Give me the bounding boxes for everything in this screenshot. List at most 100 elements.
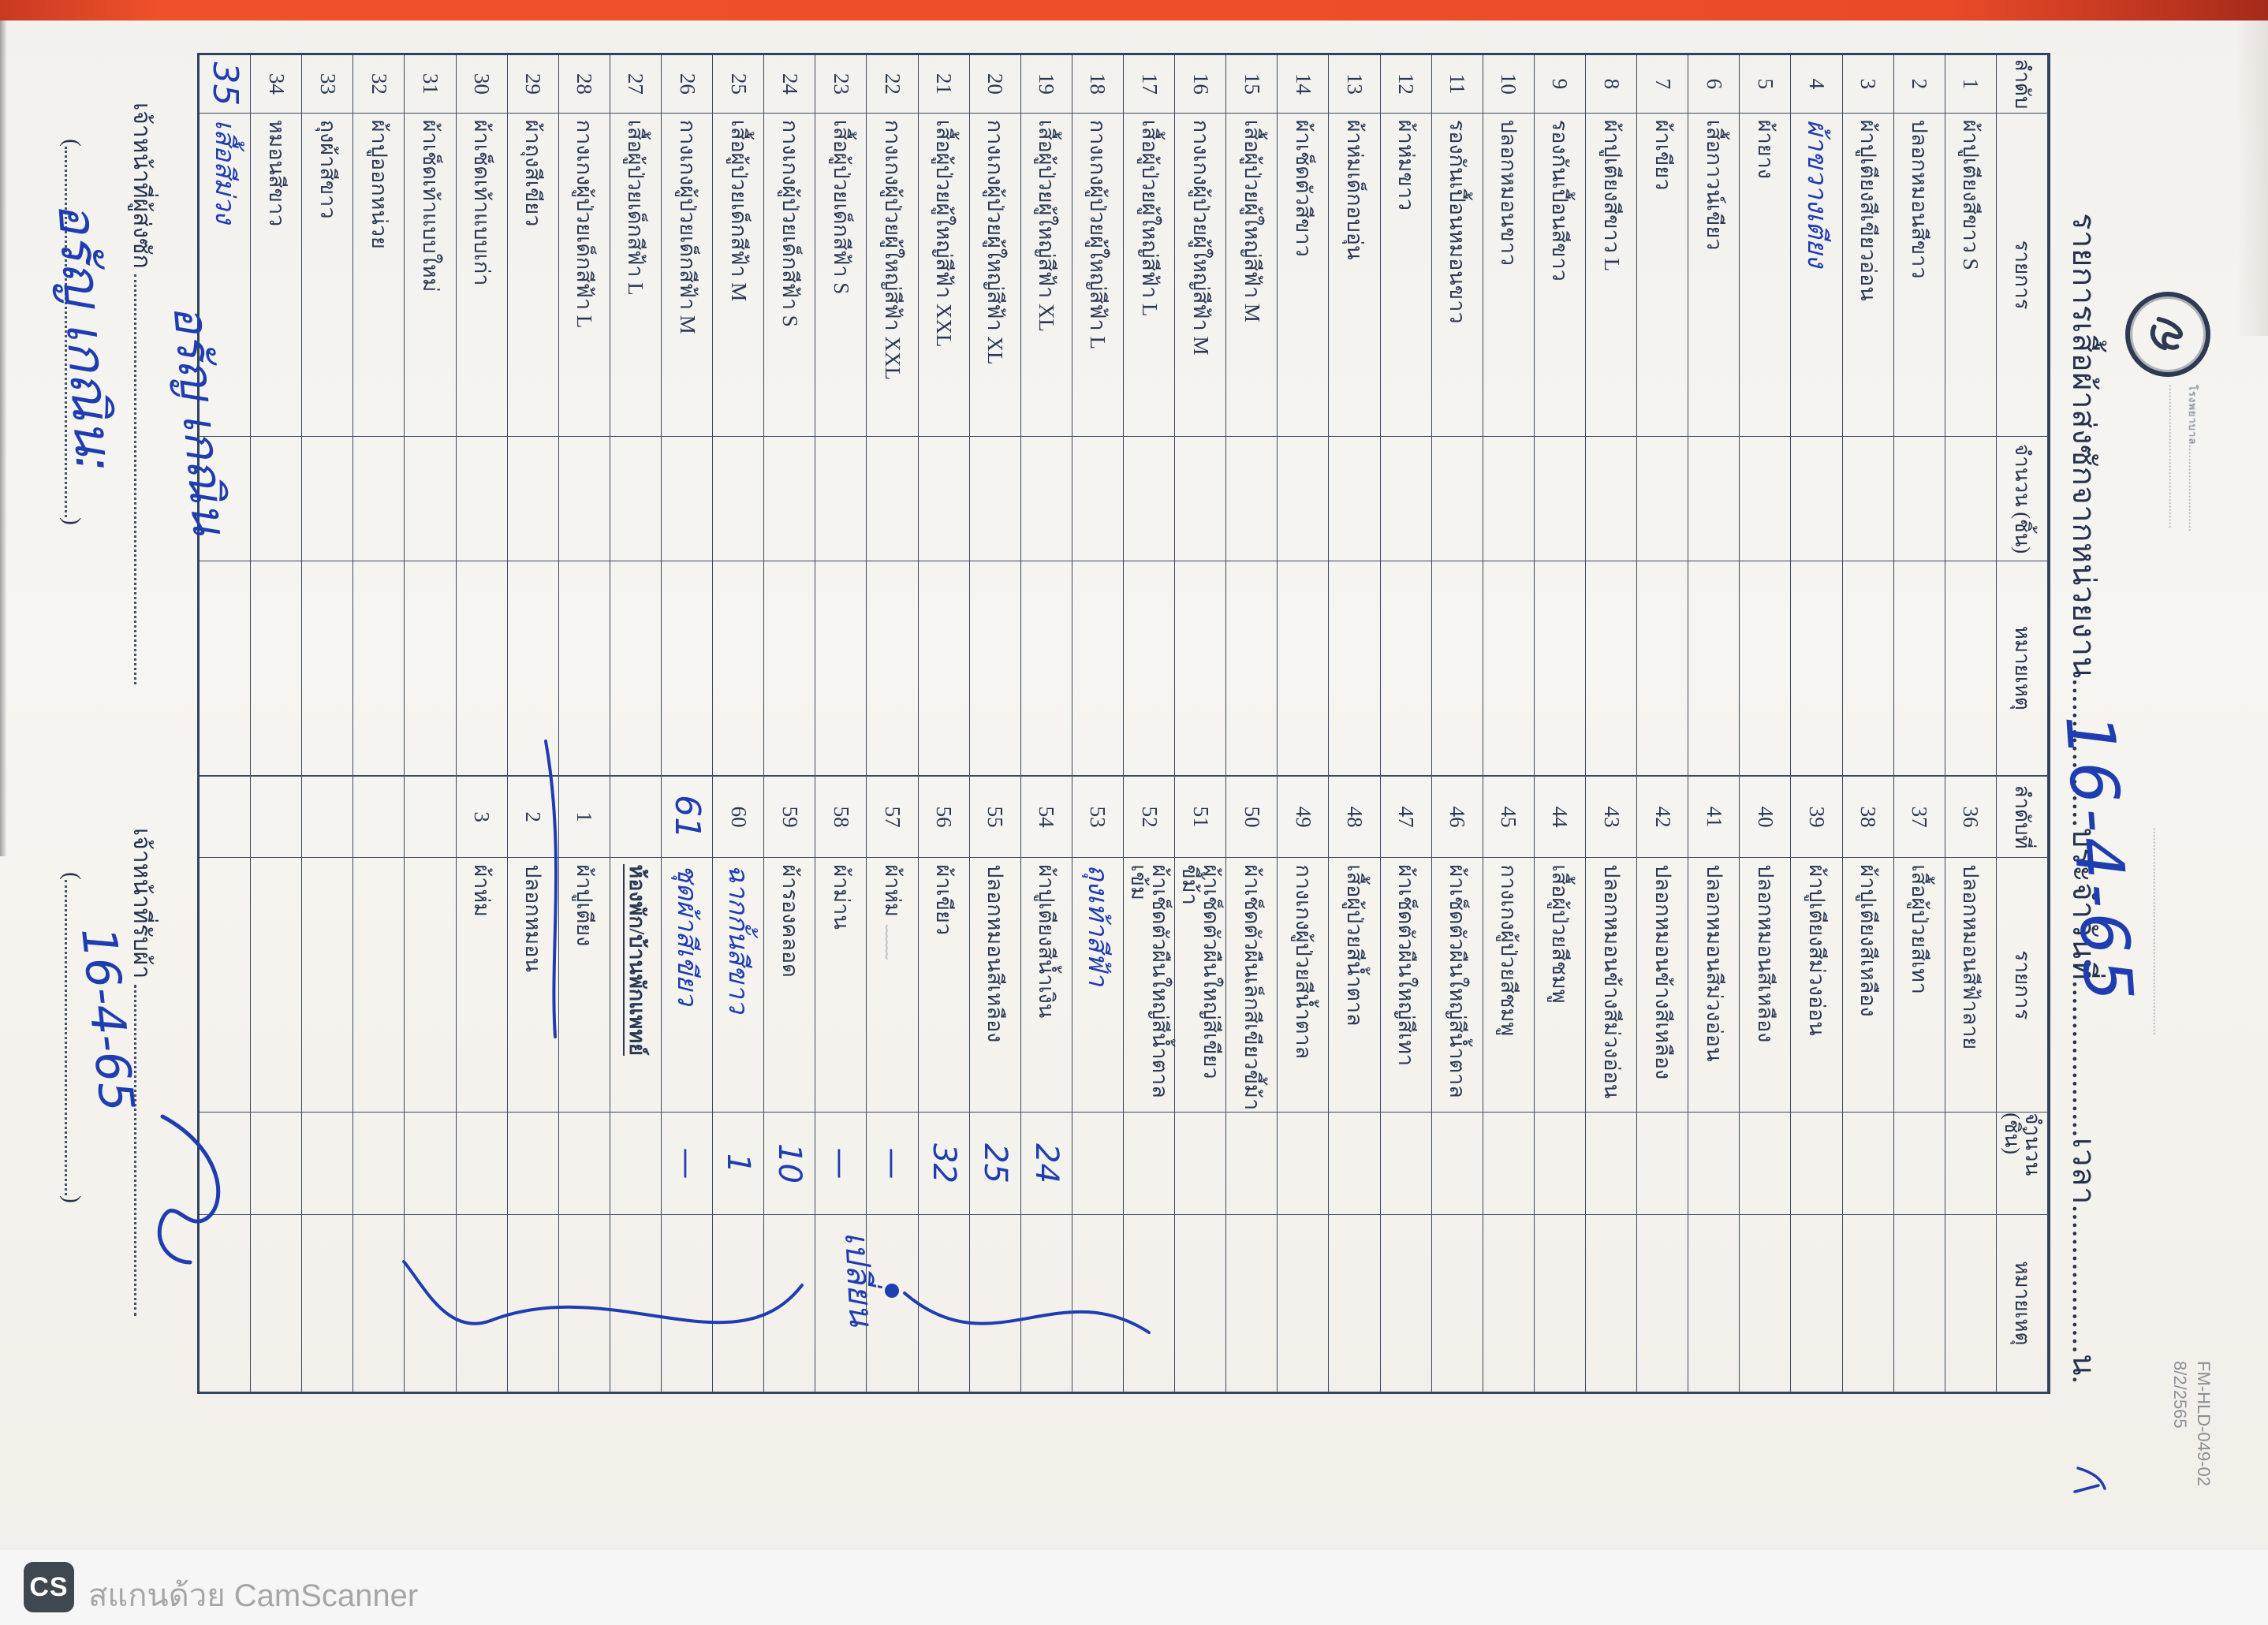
row-number-cell: 4 (1805, 78, 1830, 90)
item-2-cell: ผ้าเขียว (918, 857, 969, 1113)
table-row: 22 กางเกงผู้ป่วยผู้ใหญ่สีฟ้า XXL 57 ผ้าห่ม ﹏… (867, 55, 919, 1392)
note-cell (507, 560, 558, 775)
item-cell: รองกันเปื้อนหมอนขาว (1431, 112, 1483, 437)
note-2-cell (1278, 1213, 1329, 1392)
item-2-cell: ปลอกหมอนสีม่วงอ่อน (1688, 857, 1740, 1113)
row-number-2-cell: 46 (1431, 774, 1483, 858)
note-2-cell (764, 1213, 815, 1392)
item-cell: กางเกงผู้ป่วยผู้ใหญ่สีฟ้า L (1072, 112, 1124, 437)
note-2-cell (662, 1213, 713, 1392)
qty-cell (1175, 436, 1226, 561)
row-number-cell: 21 (932, 73, 957, 95)
note-2-cell (1020, 1213, 1072, 1392)
row-number-cell: 30 (470, 73, 494, 95)
sender-label: เจ้าหน้าที่ผู้ส่งซัก (129, 102, 155, 269)
sender-name-handwriting: อรัญ เกณิน: (46, 199, 125, 475)
table-row: 1 ผ้าปูเตียงสีขาว S 36 ปลอกหมอนสีฟ้าลาย (1945, 55, 1997, 1392)
qty-2-cell (558, 1112, 610, 1214)
note-2-cell (1124, 1213, 1175, 1392)
row-number-2-cell: 61 (662, 774, 713, 858)
row-number-cell: 14 (1291, 73, 1315, 95)
row-number-2-cell: 47 (1380, 774, 1431, 858)
column-header: รายการ (1996, 857, 2047, 1113)
item-cell: ผ้าถุงสีเขียว (507, 112, 558, 437)
row-number-2-cell: 37 (1893, 774, 1945, 858)
item-2-cell: ปลอกหมอนข้างสีเหลือง (1637, 857, 1688, 1113)
note-2-cell (1431, 1213, 1483, 1392)
note-cell (1175, 560, 1226, 775)
column-header: ลำดับที่ (1996, 774, 2047, 858)
item-2-cell: กางเกงผู้ป่วยสีชมพู (1483, 857, 1534, 1113)
note-cell (1329, 560, 1380, 775)
row-number-2-cell: 43 (1586, 774, 1637, 858)
item-2-cell: ปลอกหมอนสีเหลือง (969, 857, 1020, 1113)
note-cell (1945, 560, 1996, 775)
table-row: 3 ผ้าปูเตียงสีเขียวอ่อน 38 ผ้าปูเตียงสีเหลื… (1842, 55, 1894, 1392)
note-cell (1431, 560, 1483, 775)
item-cell: ผ้าปูเตียงสีขาว L (1586, 112, 1637, 437)
row-number-cell: 6 (1702, 78, 1726, 90)
qty-cell (1072, 436, 1124, 561)
qty-2-cell (1740, 1112, 1791, 1214)
row-number-2-cell: 45 (1483, 774, 1534, 858)
row-number-cell: 7 (1651, 78, 1675, 90)
table-row: 14 ผ้าเช็ดตัวสีขาว 49 กางเกงผู้ป่วยสีน้ำตาล (1278, 55, 1330, 1392)
item-2-cell: กางเกงผู้ป่วยสีน้ำตาล (1278, 857, 1329, 1113)
note-2-cell (969, 1213, 1020, 1392)
qty-cell (1791, 436, 1842, 561)
table-row: 13 ผ้าห่มเด็กอบอุ่น 48 เสื้อผู้ป่วยสีน้ำตาล (1329, 55, 1381, 1392)
note-cell (918, 560, 969, 775)
qty-cell (1586, 436, 1637, 561)
table-row: 28 กางเกงผู้ป่วยเด็กสีฟ้า L 1 ผ้าปูเตียง (558, 55, 610, 1392)
scan-corner-shade (2236, 20, 2268, 336)
scanned-document: โรงพยาบาล.......................... ....… (0, 20, 2256, 1566)
item-2-cell: ผ้าปูเตียงสีเหลือง (1842, 857, 1893, 1113)
form-code-date: 8/2/2565 (2170, 1361, 2190, 1429)
qty-cell (1020, 436, 1072, 561)
note-cell (1226, 560, 1278, 775)
hospital-name-line: โรงพยาบาล.......................... (2187, 385, 2199, 532)
note-2-cell (1483, 1213, 1534, 1392)
item-2-cell: ผ้าปูเตียงสีม่วงอ่อน (1791, 857, 1842, 1113)
note-cell (867, 560, 918, 775)
qty-2-cell (353, 1112, 405, 1214)
row-number-2-cell: 57 (867, 774, 918, 858)
note-2-cell (1380, 1213, 1431, 1392)
item-2-cell: ผ้าเช็ดตัวผืนใหญ่สีเทา (1380, 857, 1431, 1113)
item-2-cell: ผ้าเช็ดตัวผืนใหญ่สีน้ำตาลเข้ม (1124, 857, 1175, 1113)
row-number-2-cell: 58 (815, 774, 867, 858)
row-number-2-cell: 55 (969, 774, 1020, 858)
qty-2-cell: 1 (713, 1112, 764, 1214)
item-cell: ผ้าเช็ดเท้าแบบเก่า (456, 112, 507, 437)
qty-cell (353, 436, 405, 561)
qty-2-cell: 10 (764, 1112, 815, 1214)
row-number-2-cell: 42 (1637, 774, 1688, 858)
note-cell (1020, 560, 1072, 775)
table-row: 9 รองกันเปื้อนสีขาว 44 เสื้อผู้ป่วยสีชมพู (1534, 55, 1587, 1392)
table-row: 19 เสื้อผู้ป่วยผู้ใหญ่สีฟ้า XL 54 ผ้าปูเตีย… (1020, 55, 1072, 1392)
row-number-cell: 11 (1445, 73, 1470, 95)
note-2-cell (1329, 1213, 1380, 1392)
item-2-cell: ผ้าเช็ดตัวผืนใหญ่สีเขียวขี้ม้า (1175, 857, 1226, 1113)
note-cell (713, 560, 764, 775)
row-number-2-cell (353, 774, 405, 858)
note-cell (764, 560, 815, 775)
table-header-row: ลำดับ รายการ จำนวน (ชิ้น) หมายเหตุ ลำดับที่ร… (1996, 55, 2048, 1392)
row-number-cell: 5 (1753, 78, 1777, 90)
row-number-2-cell: 60 (713, 774, 764, 858)
note-2-cell (918, 1213, 969, 1392)
note-2-cell (1226, 1213, 1278, 1392)
table-row: 15 เสื้อผู้ป่วยผู้ใหญ่สีฟ้า M 50 ผ้าเช็ดตัว… (1226, 55, 1278, 1392)
item-2-cell: ผ้ารองคลอด (764, 857, 815, 1113)
item-2-cell: ผ้าห่ม (456, 857, 507, 1113)
row-number-2-cell: 3 (456, 774, 507, 858)
table-row: 4 ผ้าขวางเตียง 39 ผ้าปูเตียงสีม่วงอ่อน (1791, 55, 1843, 1392)
note-cell (456, 560, 507, 775)
qty-cell (1124, 436, 1175, 561)
qty-2-cell (507, 1112, 558, 1214)
qty-2-cell (1842, 1112, 1893, 1214)
item-2-cell: เสื้อผู้ป่วยสีชมพู (1534, 857, 1586, 1113)
qty-cell (1483, 436, 1534, 561)
item-cell: ผ้าปูเตียงสีขาว S (1945, 112, 1996, 437)
qty-cell (1688, 436, 1740, 561)
